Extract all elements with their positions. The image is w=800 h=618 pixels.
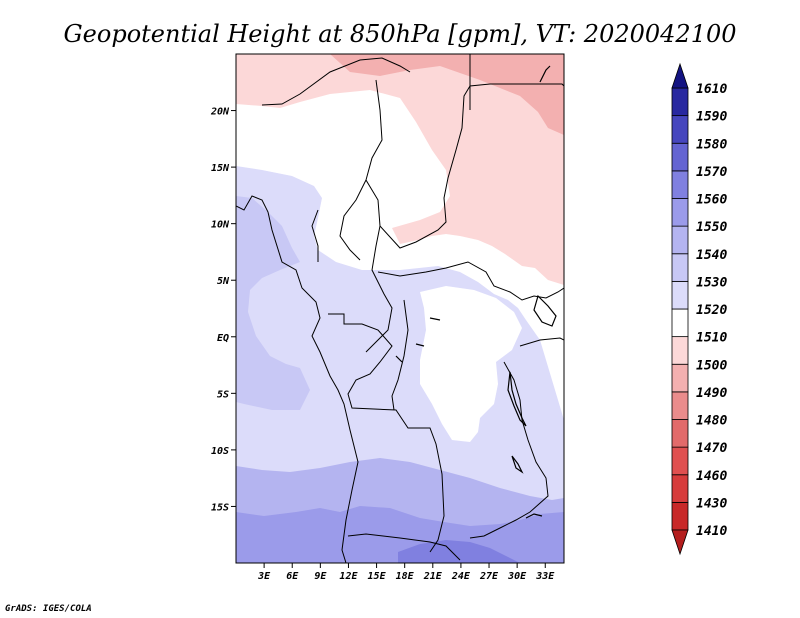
colorbar-label: 1460 <box>696 469 727 484</box>
colorbar-bin <box>671 363 689 393</box>
colorbar-label: 1520 <box>696 303 727 318</box>
colorbar-bin <box>671 474 689 503</box>
x-tick-label: 6E <box>286 571 299 582</box>
colorbar-label: 1610 <box>696 82 727 97</box>
colorbar-bin <box>671 198 689 227</box>
colorbar-label: 1490 <box>696 386 727 401</box>
y-tick-label: 15S <box>211 502 229 513</box>
colorbar-label: 1530 <box>696 275 727 290</box>
field-region-congo-basin <box>420 286 522 442</box>
y-tick-label: 5S <box>217 389 229 400</box>
colorbar-bin <box>671 225 689 255</box>
colorbar-bin <box>671 391 689 420</box>
x-tick-label: 3E <box>257 571 271 582</box>
colorbar-max-arrow <box>671 62 689 89</box>
field-region-south-core <box>398 540 520 563</box>
colorbar-bin <box>671 170 689 199</box>
colorbar-bin <box>671 501 689 531</box>
plot-frame <box>235 53 565 564</box>
colorbar-label: 1500 <box>696 358 727 373</box>
colorbar-bin <box>671 142 689 172</box>
x-tick-label: 15E <box>368 571 387 582</box>
colorbar-label: 1560 <box>696 193 727 208</box>
colorbar-label: 1410 <box>696 524 727 539</box>
field-region-gulf-of-guinea <box>236 196 310 410</box>
y-tick-label: 10N <box>211 220 230 231</box>
axis-ticks: 3E 6E 9E 12E 15E 18E 21E 24E 27E 30E 33E 20N 15N 10N 5… <box>210 107 555 582</box>
colorbar-label: 1430 <box>696 496 727 511</box>
field-region-north-east <box>236 54 564 285</box>
colorbar-bin <box>671 308 689 338</box>
colorbar-label: 1570 <box>696 165 727 180</box>
colorbar-label: 1550 <box>696 220 727 235</box>
x-tick-label: 30E <box>507 571 527 582</box>
y-tick-label: EQ <box>217 333 229 344</box>
x-tick-label: 9E <box>314 571 327 582</box>
credit-text: GrADS: IGES/COLA <box>5 604 92 614</box>
colorbar-bin <box>671 336 689 365</box>
colorbar: 1410 1430 1460 1470 1480 1490 1500 1510 1520 1530… <box>671 62 727 556</box>
field-region-west-sahel <box>236 166 564 563</box>
chart-title: Geopotential Height at 850hPa [gpm], VT:… <box>64 20 737 48</box>
colorbar-label: 1580 <box>696 137 727 152</box>
colorbar-bin <box>671 280 689 310</box>
x-tick-label: 33E <box>535 571 555 582</box>
y-tick-label: 10S <box>211 446 229 457</box>
colorbar-bin <box>671 87 689 117</box>
x-tick-label: 18E <box>396 571 415 582</box>
x-tick-label: 24E <box>451 571 471 582</box>
x-tick-label: 27E <box>479 571 499 582</box>
colorbar-label: 1470 <box>696 441 727 456</box>
colorbar-bin <box>671 446 689 476</box>
map-area <box>236 54 564 563</box>
country-borders <box>236 54 564 563</box>
colorbar-bin <box>671 419 689 448</box>
colorbar-min-arrow <box>671 529 689 556</box>
colorbar-label: 1590 <box>696 110 727 125</box>
x-tick-label: 21E <box>423 571 443 582</box>
x-tick-label: 12E <box>339 571 358 582</box>
y-tick-label: 5N <box>217 276 230 287</box>
colorbar-bin <box>671 115 689 144</box>
colorbar-bin <box>671 253 689 282</box>
lakes-and-rivers <box>395 65 557 519</box>
y-tick-label: 15N <box>211 163 230 174</box>
colorbar-label: 1480 <box>696 414 727 429</box>
colorbar-label: 1540 <box>696 248 727 263</box>
colorbar-label: 1510 <box>696 331 727 346</box>
y-tick-label: 20N <box>210 107 230 118</box>
field-region-far-north-east <box>330 54 564 135</box>
